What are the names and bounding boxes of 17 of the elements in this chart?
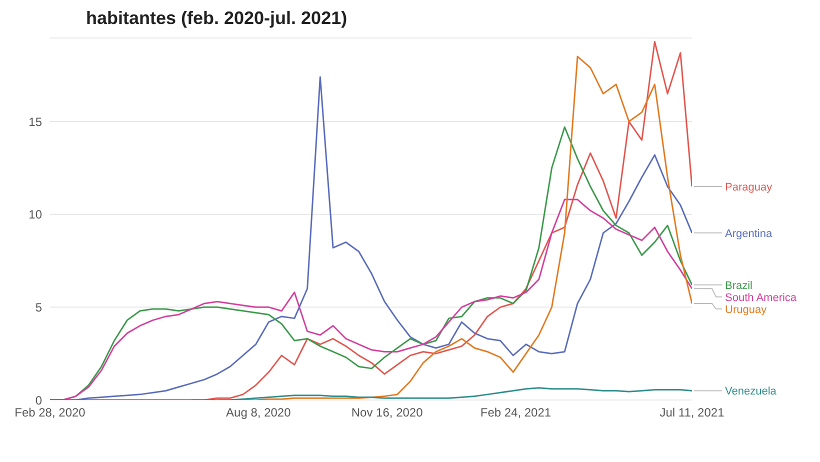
x-tick-label: Nov 16, 2020 <box>351 406 424 420</box>
x-tick-label: Feb 24, 2021 <box>480 406 552 420</box>
y-tick-label: 15 <box>28 114 42 129</box>
x-tick-label: Aug 8, 2020 <box>226 406 292 420</box>
line-series <box>50 387 692 400</box>
x-tick-label: Feb 28, 2020 <box>14 406 86 420</box>
text: Argentina <box>725 228 773 240</box>
y-tick-label: 0 <box>35 393 42 408</box>
y-tick-label: 10 <box>28 208 42 222</box>
x-tick-label: Jul 11, 2021 <box>660 406 725 420</box>
text: South America <box>725 292 798 304</box>
text: Uruguay <box>725 304 768 316</box>
text: Paraguay <box>725 182 773 194</box>
text: Venezuela <box>725 386 778 398</box>
chart-title: habitantes (feb. 2020-jul. 2021) <box>86 8 348 29</box>
text: Brazil <box>725 280 753 292</box>
y-tick-label: 5 <box>35 300 42 314</box>
